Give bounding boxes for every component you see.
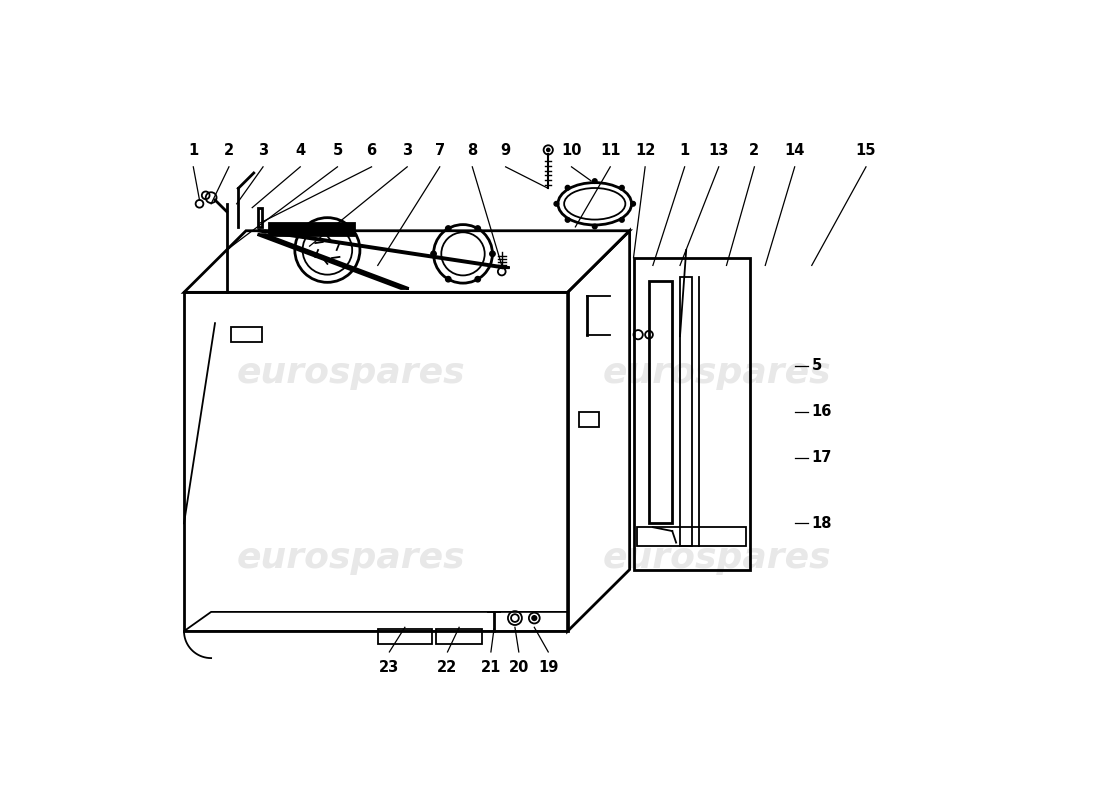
- Text: eurospares: eurospares: [603, 541, 832, 575]
- Text: 21: 21: [481, 660, 502, 674]
- Circle shape: [446, 277, 451, 282]
- Text: 17: 17: [812, 450, 832, 466]
- Text: 3: 3: [258, 142, 268, 158]
- Text: 11: 11: [600, 142, 620, 158]
- Text: 15: 15: [856, 142, 877, 158]
- Text: 1: 1: [188, 142, 198, 158]
- Circle shape: [593, 224, 597, 229]
- Circle shape: [475, 277, 481, 282]
- Text: eurospares: eurospares: [236, 541, 465, 575]
- Text: 5: 5: [332, 142, 342, 158]
- Circle shape: [619, 186, 624, 190]
- Text: 19: 19: [538, 660, 559, 674]
- Circle shape: [630, 202, 636, 206]
- Text: 5: 5: [812, 358, 822, 373]
- Circle shape: [593, 178, 597, 183]
- Text: 14: 14: [784, 142, 805, 158]
- Text: 4: 4: [295, 142, 306, 158]
- Text: eurospares: eurospares: [603, 356, 832, 390]
- Circle shape: [565, 218, 570, 222]
- Text: 3: 3: [403, 142, 412, 158]
- Text: 16: 16: [812, 404, 832, 419]
- Text: 10: 10: [561, 142, 582, 158]
- Circle shape: [531, 615, 538, 621]
- Circle shape: [490, 251, 495, 257]
- Text: eurospares: eurospares: [236, 356, 465, 390]
- Circle shape: [565, 186, 570, 190]
- Text: 20: 20: [508, 660, 529, 674]
- Text: 8: 8: [468, 142, 477, 158]
- Circle shape: [475, 226, 481, 231]
- Text: 6: 6: [366, 142, 376, 158]
- Circle shape: [619, 218, 624, 222]
- Text: 2: 2: [749, 142, 759, 158]
- Text: 7: 7: [434, 142, 444, 158]
- Text: 9: 9: [500, 142, 510, 158]
- Text: 1: 1: [680, 142, 690, 158]
- Circle shape: [546, 147, 551, 152]
- Circle shape: [446, 226, 451, 231]
- Text: 22: 22: [438, 660, 458, 674]
- Circle shape: [431, 251, 437, 257]
- Text: 18: 18: [812, 516, 833, 531]
- Text: 13: 13: [708, 142, 729, 158]
- Polygon shape: [270, 223, 354, 236]
- Text: 2: 2: [224, 142, 234, 158]
- Circle shape: [554, 202, 559, 206]
- Text: 23: 23: [379, 660, 399, 674]
- Text: 12: 12: [635, 142, 656, 158]
